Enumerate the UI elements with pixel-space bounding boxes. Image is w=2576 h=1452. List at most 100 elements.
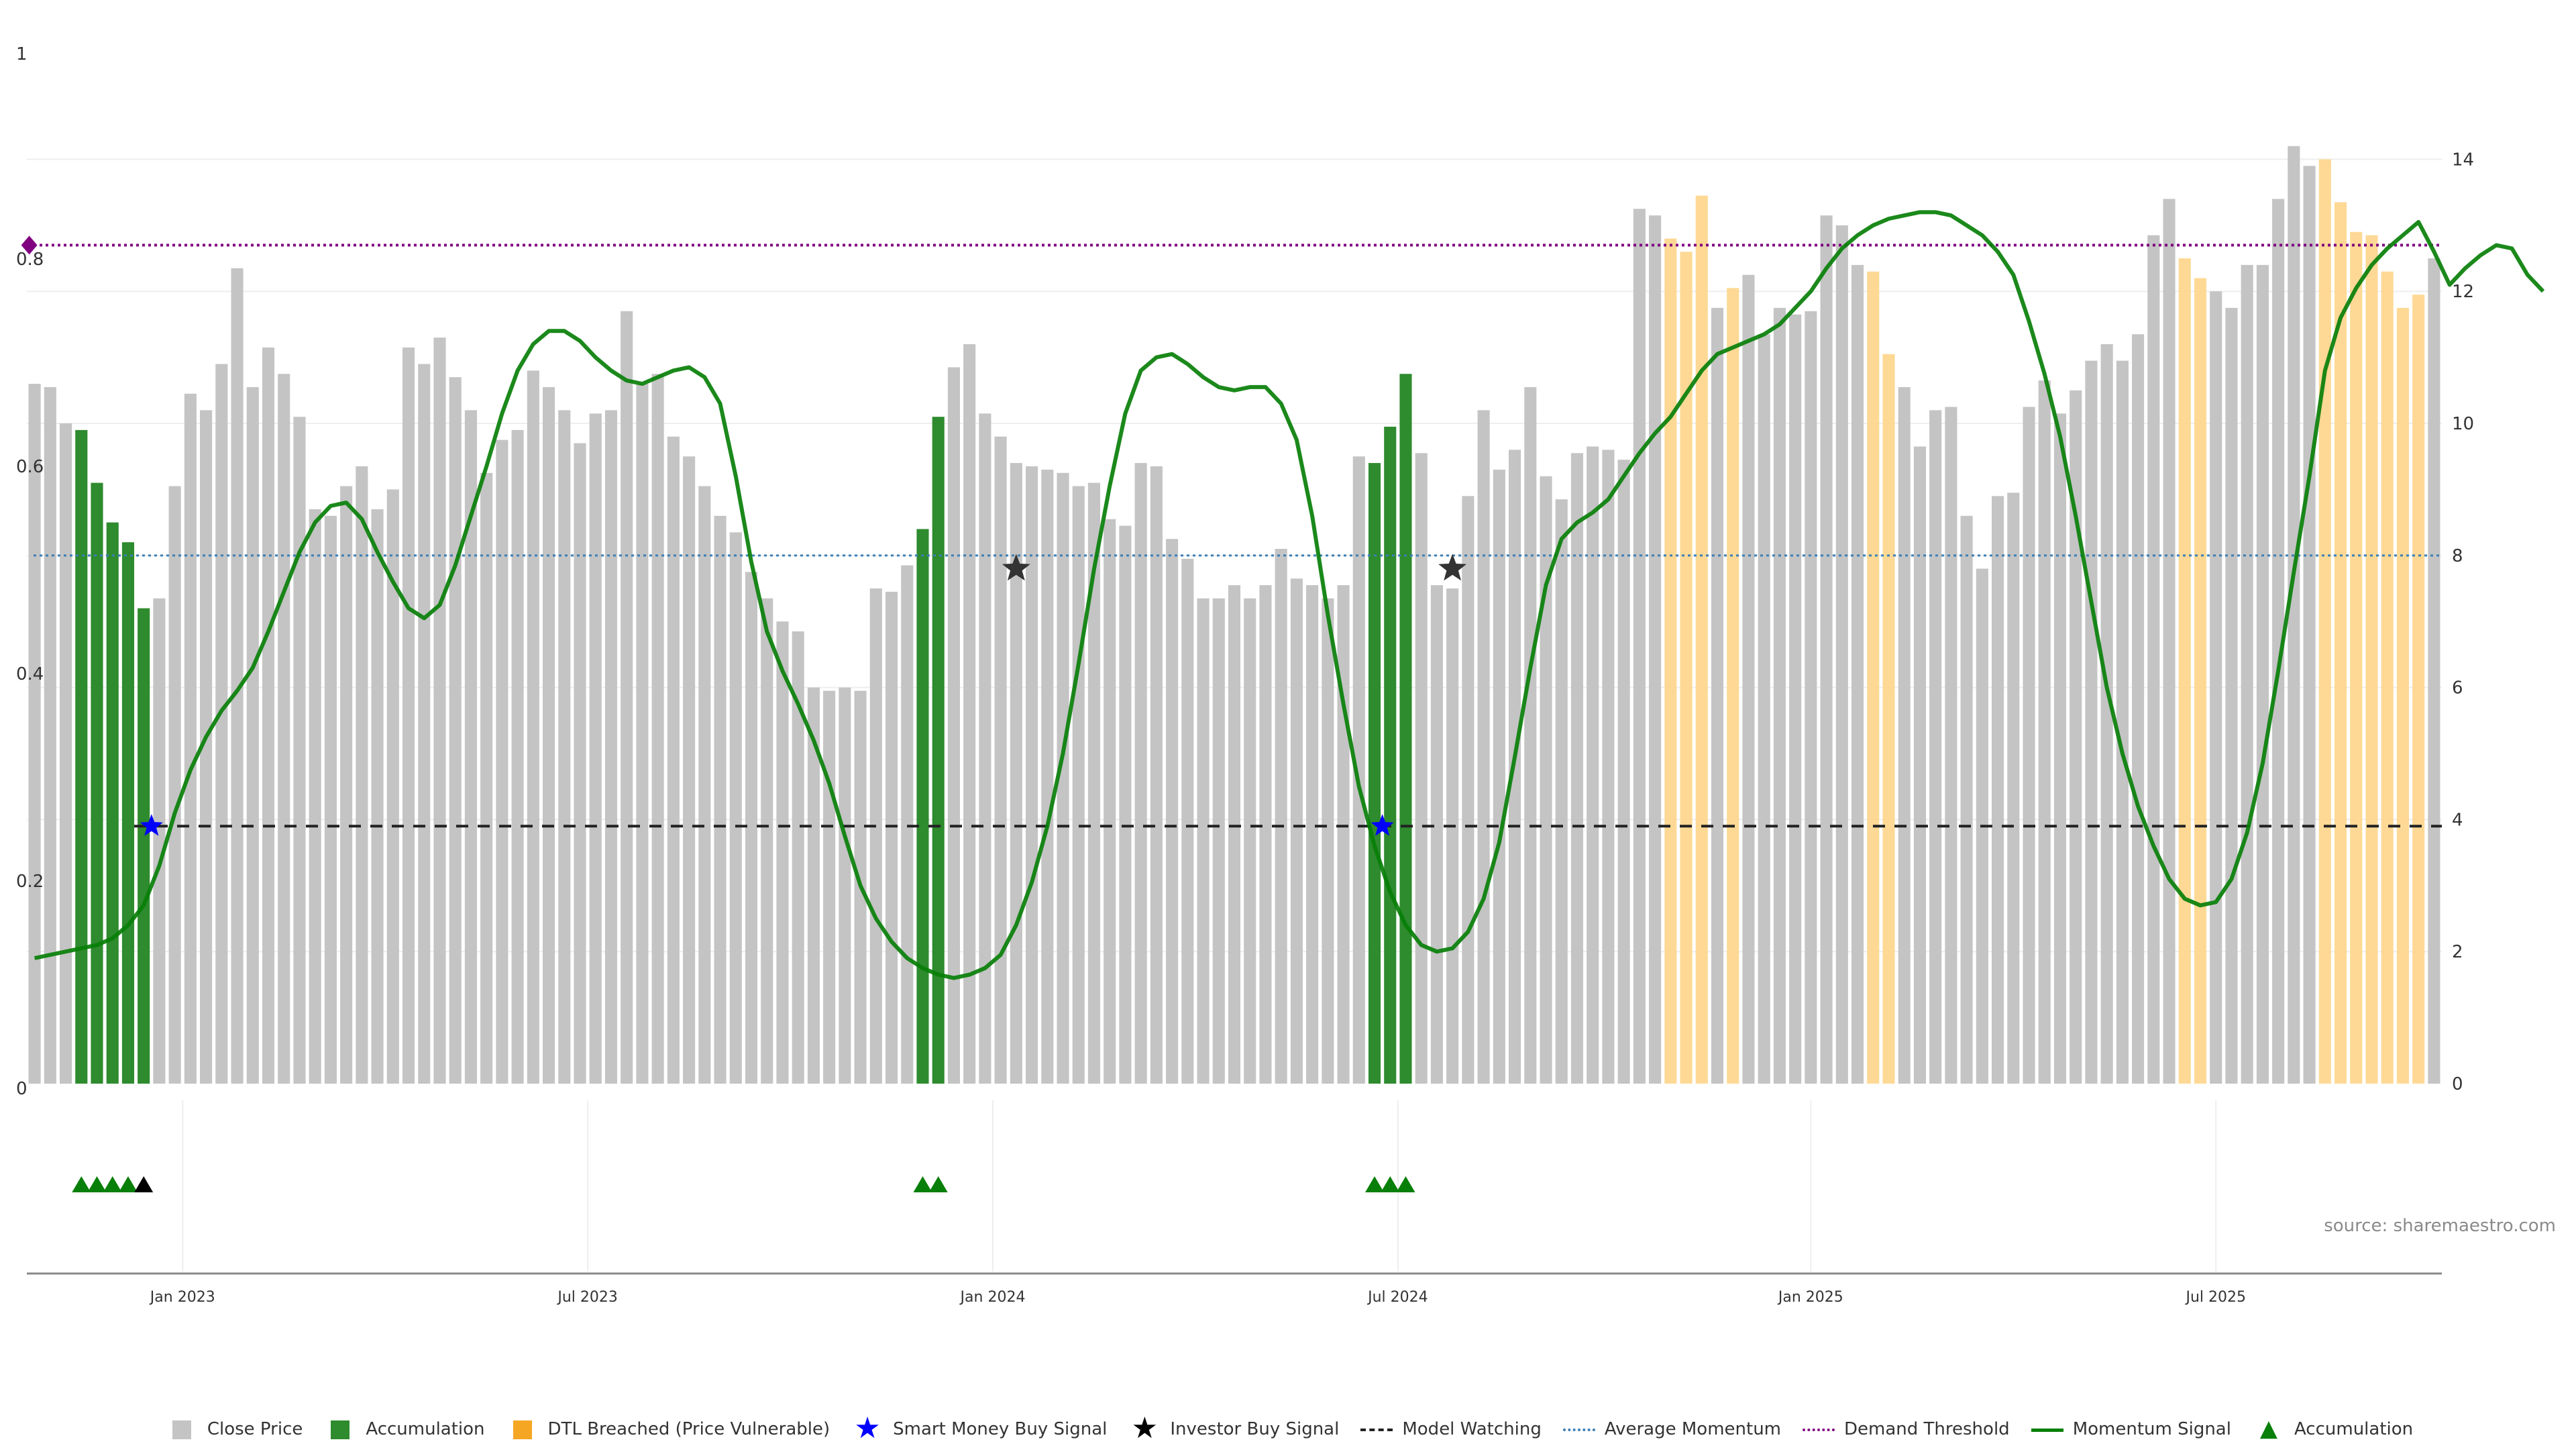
close-price-bar — [651, 374, 664, 1084]
close-price-bar — [1446, 588, 1459, 1084]
close-price-bar — [823, 690, 836, 1084]
smart-money-buy-signal — [140, 814, 163, 836]
close-price-bar — [1244, 598, 1256, 1084]
demand-marker — [21, 236, 38, 255]
dtl-breached-bar — [2318, 159, 2331, 1084]
close-price-bar — [2038, 380, 2051, 1084]
legend-label: Smart Money Buy Signal — [893, 1419, 1108, 1439]
close-price-bar — [885, 591, 898, 1084]
close-price-bar — [1181, 558, 1194, 1084]
close-price-bar — [309, 509, 321, 1084]
legend-investor: ★ Investor Buy Signal — [1126, 1414, 1340, 1443]
accumulation-marker — [134, 1176, 154, 1192]
close-price-bar — [1057, 472, 1069, 1084]
close-price-bar — [2023, 407, 2035, 1084]
star-icon: ★ — [854, 1411, 881, 1445]
close-price-bar — [184, 393, 197, 1084]
close-price-bar — [901, 565, 914, 1084]
legend-label: Accumulation — [366, 1419, 485, 1439]
source-label: source: sharemaestro.com — [2324, 1216, 2556, 1236]
dtl-breached-bar — [1695, 195, 1708, 1084]
close-price-bar — [1134, 463, 1147, 1084]
close-price-bar — [231, 268, 244, 1084]
close-price-bar — [604, 410, 618, 1084]
accumulation-bar — [1384, 426, 1397, 1084]
close-price-bar — [1072, 486, 1085, 1084]
close-price-bar — [543, 386, 555, 1084]
accumulation-bar — [91, 482, 103, 1084]
dtl-breached-bar — [1680, 252, 1693, 1084]
close-price-bar — [2147, 235, 2160, 1084]
close-price-bar — [293, 417, 306, 1084]
close-price-bar — [433, 338, 446, 1084]
dtl-breached-bar — [1664, 238, 1677, 1084]
close-price-bar — [2428, 258, 2440, 1084]
x-axis-tick-label: Jan 2025 — [1777, 1289, 1843, 1306]
legend-label: Accumulation — [2294, 1419, 2414, 1439]
left-axis-tick-label: 0.8 — [16, 250, 44, 270]
close-price-bar — [371, 509, 384, 1084]
dtl-breached-bar — [1882, 354, 1895, 1084]
close-price-bar — [1929, 410, 1942, 1084]
close-price-bar — [324, 515, 337, 1084]
legend-close-price: Close Price — [163, 1419, 303, 1439]
close-price-bar — [2085, 360, 2098, 1084]
close-price-bar — [574, 443, 586, 1084]
accumulation-marker — [103, 1176, 122, 1192]
star-icon: ★ — [1131, 1411, 1159, 1445]
close-price-bar — [2288, 146, 2300, 1084]
legend-model-watching: Model Watching — [1358, 1419, 1542, 1439]
close-price-bar — [1166, 539, 1179, 1084]
smart-money-buy-signal — [1371, 814, 1394, 836]
close-price-bar — [1633, 209, 1646, 1084]
x-axis-tick-label: Jul 2025 — [2184, 1289, 2246, 1306]
investor-buy-signal — [1002, 554, 1030, 581]
dtl-breached-bar — [2365, 235, 2378, 1084]
close-price-bar — [2225, 307, 2238, 1084]
investor-buy-signal — [1438, 554, 1467, 581]
accumulation-marker — [118, 1176, 138, 1192]
close-price-bar — [947, 367, 960, 1084]
dtl-breached-bar — [1867, 271, 1880, 1084]
close-price-bar — [1197, 598, 1210, 1084]
close-price-bar — [1649, 215, 1662, 1084]
close-price-bar — [776, 621, 789, 1084]
close-price-bar — [246, 386, 259, 1084]
accumulation-marker — [1396, 1176, 1415, 1192]
close-price-bar — [402, 347, 415, 1084]
close-price-bar — [2007, 492, 2020, 1084]
close-price-bar — [1851, 264, 1864, 1084]
legend-label: DTL Breached (Price Vulnerable) — [547, 1419, 830, 1439]
legend-momentum-signal: Momentum Signal — [2029, 1419, 2231, 1439]
legend-demand-threshold: Demand Threshold — [1800, 1419, 2010, 1439]
close-price-bar — [1789, 314, 1802, 1084]
right-axis-tick-label: 6 — [2452, 678, 2463, 698]
close-price-bar — [792, 631, 804, 1084]
close-price-bar — [558, 410, 571, 1084]
close-price-bar — [1992, 496, 2004, 1084]
accumulation-marker — [1381, 1176, 1400, 1192]
close-price-bar — [963, 344, 976, 1084]
dtl-breached-bar — [2412, 295, 2425, 1084]
close-price-bar — [2070, 390, 2082, 1084]
close-price-bar — [2272, 199, 2285, 1084]
close-price-bar — [1212, 598, 1225, 1084]
legend-label: Close Price — [207, 1419, 303, 1439]
close-price-bar — [1462, 496, 1474, 1084]
close-price-bar — [1493, 469, 1505, 1084]
close-price-bar — [2053, 413, 2067, 1084]
legend-label: Investor Buy Signal — [1170, 1419, 1340, 1439]
close-price-bar — [200, 410, 213, 1084]
legend-smart-money: ★ Smart Money Buy Signal — [849, 1414, 1108, 1443]
close-price-bar — [1430, 585, 1443, 1084]
x-axis-tick-label: Jul 2023 — [556, 1289, 618, 1306]
dtl-breached-bar — [2396, 307, 2409, 1084]
close-price-bar — [464, 410, 477, 1084]
dtl-breached-bar — [2194, 278, 2207, 1084]
close-price-bar — [1087, 482, 1101, 1084]
legend-average-momentum: Average Momentum — [1560, 1419, 1781, 1439]
close-price-bar — [480, 472, 493, 1084]
close-price-bar — [2116, 360, 2129, 1084]
close-price-bar — [1945, 407, 1957, 1084]
